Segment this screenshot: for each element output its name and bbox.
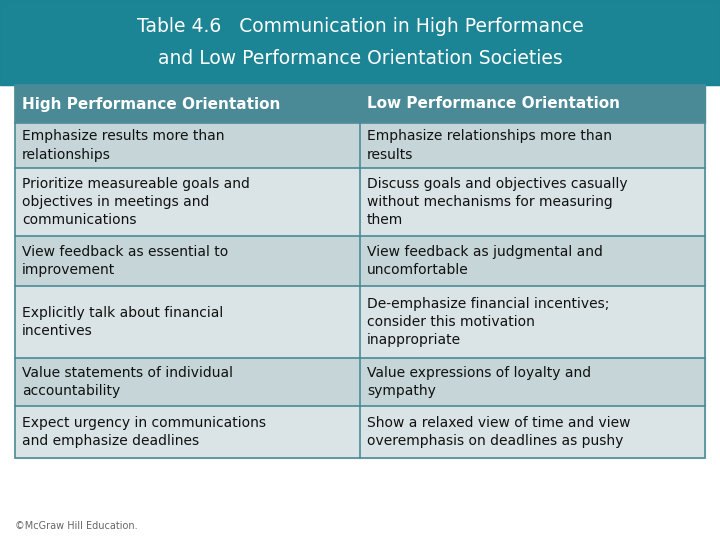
Text: Low Performance Orientation: Low Performance Orientation [367,97,620,111]
Bar [15,236,360,286]
Bar [15,168,360,236]
Bar [15,85,360,123]
Bar [15,123,360,168]
Text: Discuss goals and objectives casually
without mechanisms for measuring
them: Discuss goals and objectives casually wi… [367,177,628,227]
Bar [360,85,705,123]
Bar [0,0,720,85]
Text: View feedback as judgmental and
uncomfortable: View feedback as judgmental and uncomfor… [367,245,603,277]
Text: De-emphasize financial incentives;
consider this motivation
inappropriate: De-emphasize financial incentives; consi… [367,296,609,347]
Text: ©McGraw Hill Education.: ©McGraw Hill Education. [15,521,138,531]
Text: Table 4.6   Communication in High Performance: Table 4.6 Communication in High Performa… [137,17,583,36]
Bar [360,123,705,168]
Text: Explicitly talk about financial
incentives: Explicitly talk about financial incentiv… [22,306,223,338]
Text: and Low Performance Orientation Societies: and Low Performance Orientation Societie… [158,49,562,68]
Text: Value statements of individual
accountability: Value statements of individual accountab… [22,366,233,398]
Text: Prioritize measureable goals and
objectives in meetings and
communications: Prioritize measureable goals and objecti… [22,177,250,227]
Bar [360,286,705,358]
Bar [15,85,705,458]
Bar [15,406,360,458]
Bar [360,168,705,236]
Text: Emphasize results more than
relationships: Emphasize results more than relationship… [22,129,225,161]
Bar [360,358,705,406]
Bar [15,358,360,406]
Bar [360,406,705,458]
Text: High Performance Orientation: High Performance Orientation [22,97,280,111]
Bar [15,286,360,358]
Text: View feedback as essential to
improvement: View feedback as essential to improvemen… [22,245,228,277]
Text: Emphasize relationships more than
results: Emphasize relationships more than result… [367,129,612,161]
Text: Value expressions of loyalty and
sympathy: Value expressions of loyalty and sympath… [367,366,591,398]
Text: Show a relaxed view of time and view
overemphasis on deadlines as pushy: Show a relaxed view of time and view ove… [367,416,631,448]
Text: Expect urgency in communications
and emphasize deadlines: Expect urgency in communications and emp… [22,416,266,448]
Bar [0,0,720,85]
Bar [360,236,705,286]
